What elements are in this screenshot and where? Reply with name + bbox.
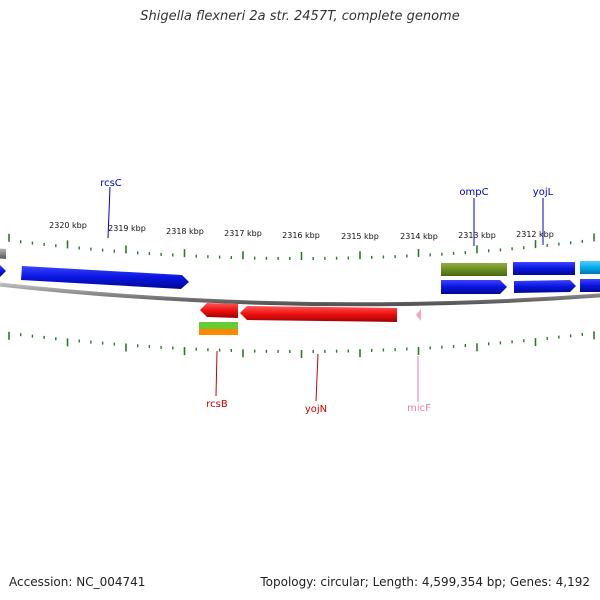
gene-label-yojN[interactable]: yojN — [305, 404, 327, 415]
cds-left-edge[interactable] — [0, 265, 6, 277]
gray-feature[interactable] — [0, 248, 6, 259]
rna-micF[interactable] — [416, 309, 421, 321]
cds-yojL-top[interactable] — [513, 262, 575, 275]
kbp-label-2312: 2312 kbp — [516, 230, 554, 239]
orange-feature[interactable] — [199, 329, 238, 335]
kbp-label-2320: 2320 kbp — [49, 221, 87, 230]
label-leaders — [107, 186, 544, 402]
topology-text: Topology: circular; Length: 4,599,354 bp… — [260, 575, 590, 589]
map-title: Shigella flexneri 2a str. 2457T, complet… — [140, 9, 460, 24]
cds-rcsC[interactable] — [21, 266, 189, 289]
cds-right-edge[interactable] — [580, 279, 600, 292]
olive-feature-ompC[interactable] — [441, 263, 507, 276]
forward-features — [0, 248, 600, 294]
cds-ompC[interactable] — [441, 280, 507, 294]
kbp-label-2319: 2319 kbp — [108, 224, 146, 233]
cds-yojN[interactable] — [240, 306, 397, 322]
rna-feature-green[interactable] — [199, 322, 238, 329]
lower-tick-scale — [8, 331, 595, 358]
kbp-label-2313: 2313 kbp — [458, 231, 496, 240]
upper-tick-scale — [8, 233, 595, 260]
kbp-label-2315: 2315 kbp — [341, 232, 379, 241]
cyan-feature[interactable] — [580, 261, 600, 274]
kbp-label-2317: 2317 kbp — [224, 229, 262, 238]
gene-label-ompC[interactable]: ompC — [459, 187, 488, 198]
accession-text: Accession: NC_004741 — [9, 575, 146, 589]
reverse-features — [199, 303, 421, 335]
gene-label-yojL[interactable]: yojL — [533, 187, 554, 198]
genome-backbone — [0, 282, 600, 307]
kbp-label-2318: 2318 kbp — [166, 227, 204, 236]
kbp-label-2316: 2316 kbp — [282, 231, 320, 240]
kbp-label-2314: 2314 kbp — [400, 232, 438, 241]
gene-label-rcsB[interactable]: rcsB — [206, 399, 228, 410]
kbp-labels: 2320 kbp 2319 kbp 2318 kbp 2317 kbp 2316… — [49, 221, 554, 241]
gene-label-micF[interactable]: micF — [407, 403, 431, 414]
cds-yojL[interactable] — [514, 280, 576, 293]
cds-rcsB[interactable] — [200, 303, 238, 318]
gene-labels: rcsC ompC yojL rcsB yojN micF — [100, 178, 553, 415]
gene-label-rcsC[interactable]: rcsC — [100, 178, 122, 189]
